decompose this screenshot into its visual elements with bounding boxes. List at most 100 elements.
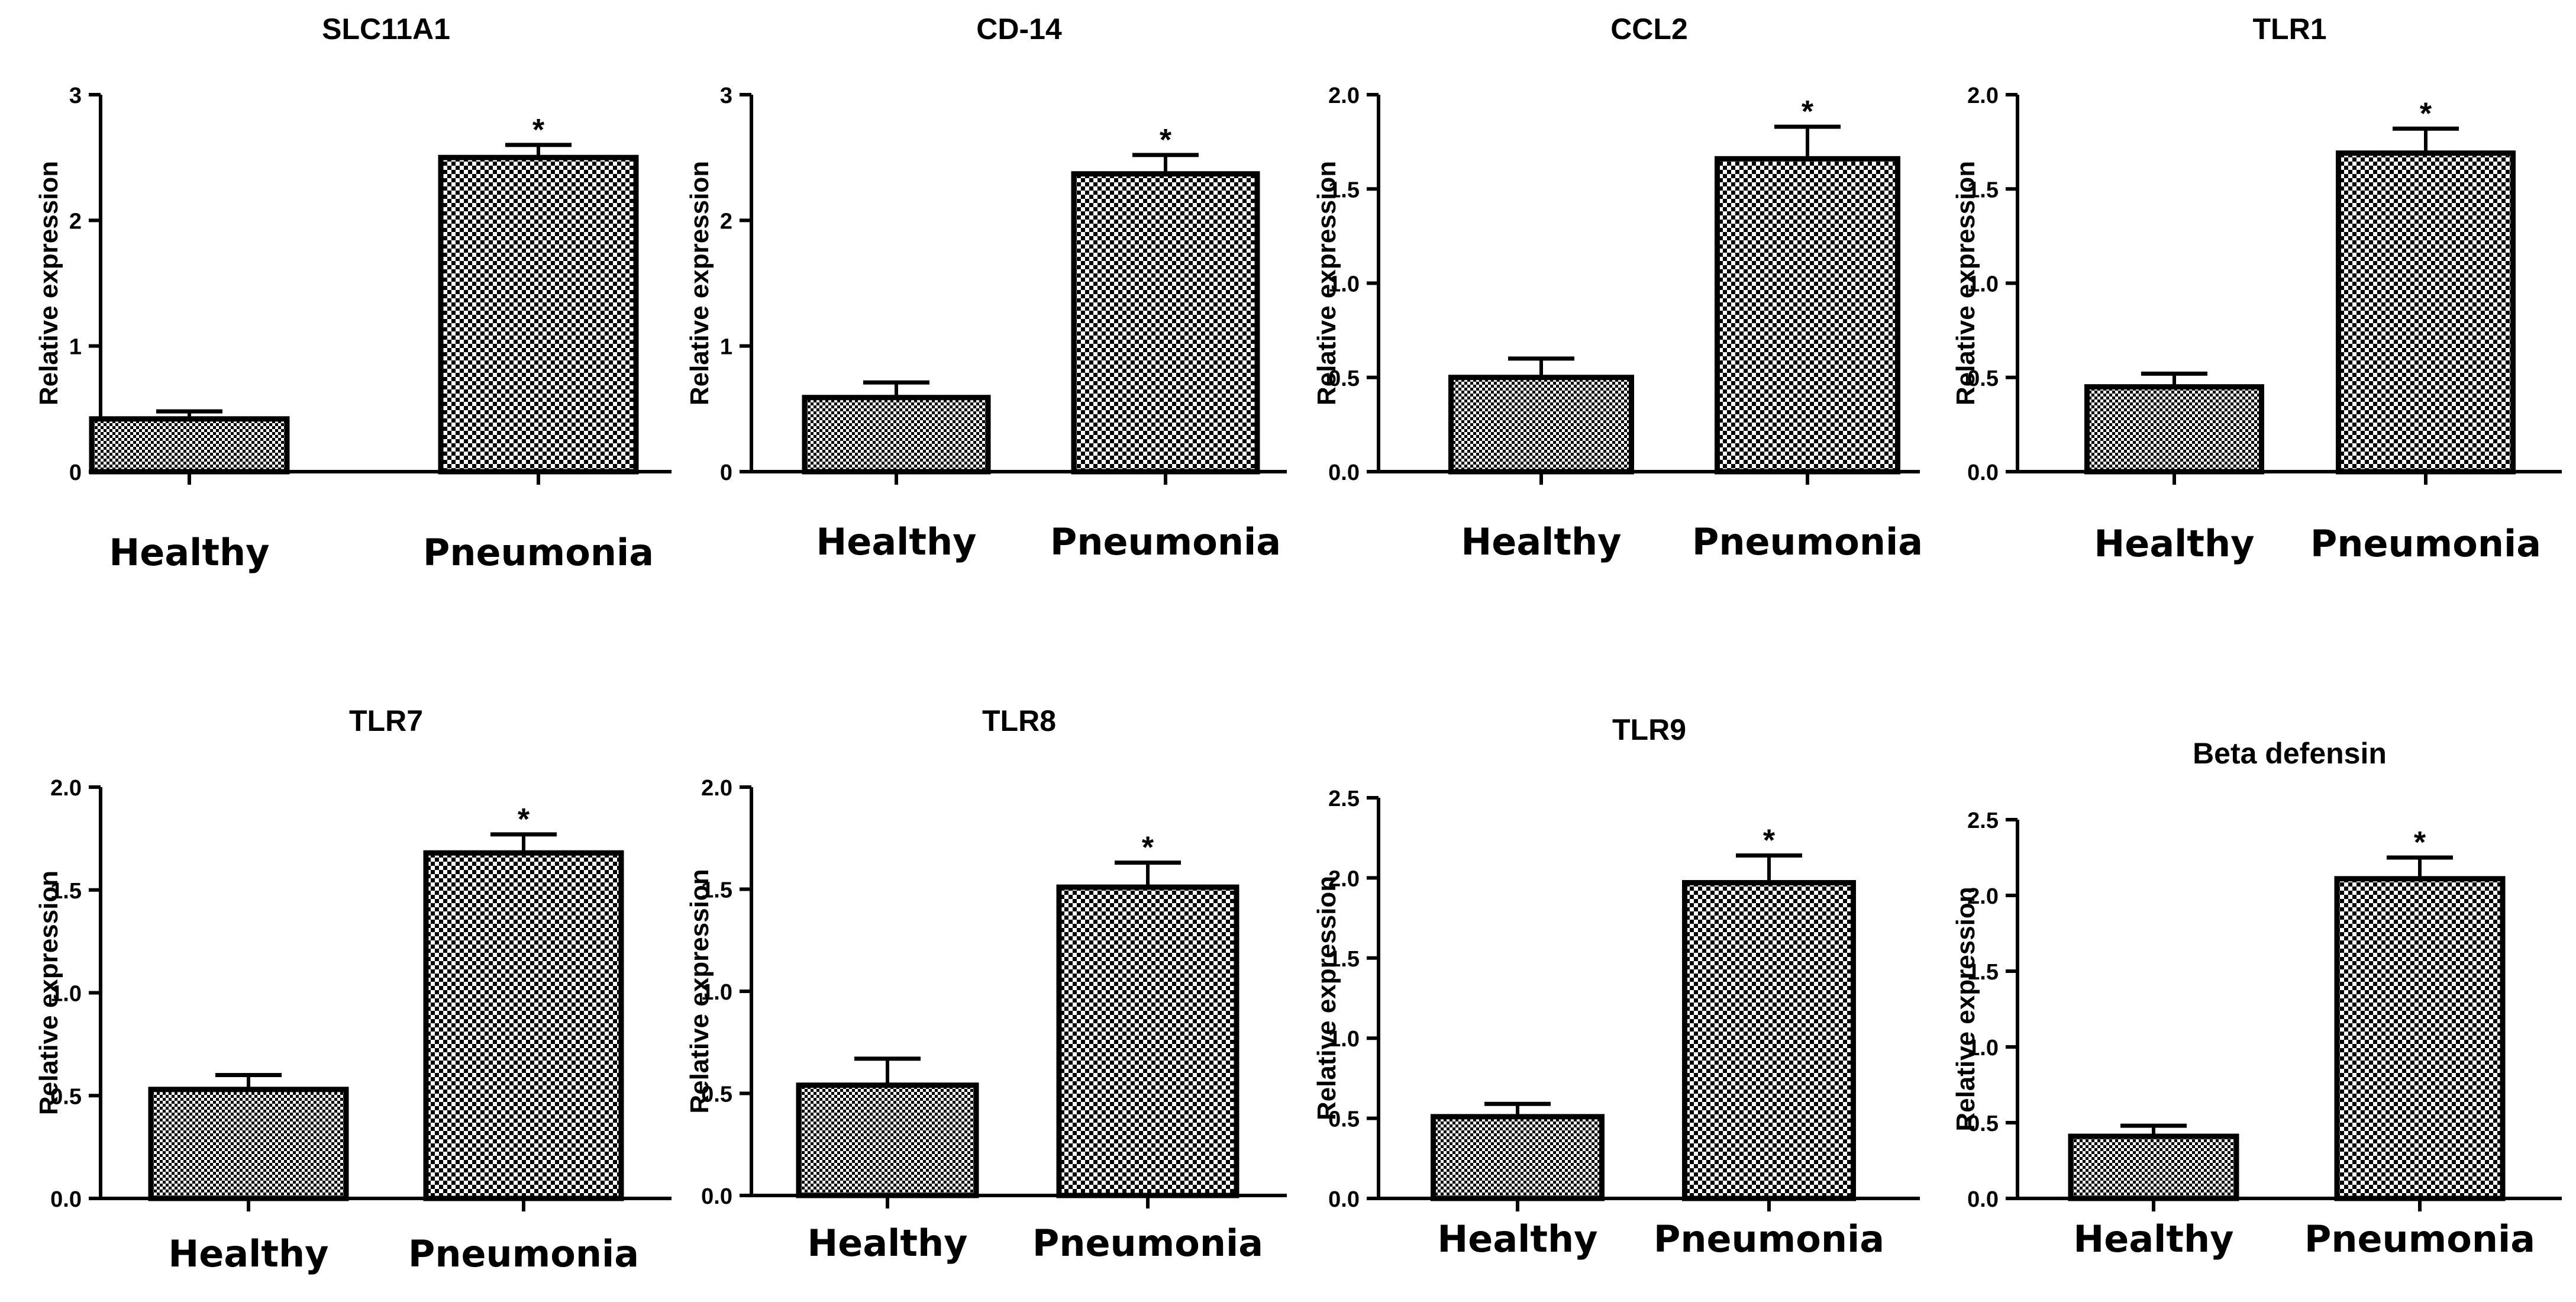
bar-pneumonia	[1715, 156, 1900, 475]
chart-panel: TLR1 Relative expression 0.0 0.5 1.0 1.5 2.0 He…	[1951, 12, 2562, 565]
y-tick-label: 1.5	[1967, 178, 1999, 202]
chart-title: TLR9	[1612, 713, 1686, 746]
y-tick-label: 1.5	[701, 878, 732, 903]
y-tick-label: 2	[69, 209, 82, 234]
significance-marker: *	[1142, 831, 1154, 865]
y-tick-label: 1.5	[1328, 178, 1360, 202]
bar-healthy	[2084, 384, 2264, 475]
bar-healthy	[89, 416, 290, 475]
y-tick-label: 0.5	[1328, 366, 1360, 391]
chart-panel: CD-14 Relative expression 0 1 2 3 Healthy Pneum…	[685, 12, 1287, 563]
significance-marker: *	[1763, 823, 1776, 858]
category-label: Healthy	[109, 531, 269, 574]
y-axis-label: Relative expression	[1951, 161, 1980, 405]
y-tick-label: 0.0	[1328, 1187, 1360, 1212]
chart-title: TLR7	[349, 704, 423, 737]
y-axis-label: Relative expression	[34, 161, 63, 405]
y-tick-label: 1.0	[701, 980, 732, 1005]
y-tick-label: 0	[720, 460, 732, 485]
category-label: Healthy	[807, 1222, 967, 1265]
y-tick-label: 1.5	[50, 879, 82, 904]
category-label: Pneumonia	[2304, 1217, 2535, 1261]
y-tick-label: 1.0	[1328, 272, 1360, 297]
y-axis-label: Relative expression	[1312, 876, 1341, 1120]
y-tick-label: 2.5	[1967, 808, 1999, 833]
chart-title: Beta defensin	[2193, 737, 2387, 770]
bar-pneumonia	[1071, 171, 1260, 475]
y-tick-label: 1.0	[50, 982, 82, 1007]
y-axis-label: Relative expression	[1951, 887, 1980, 1131]
significance-marker: *	[1160, 123, 1172, 157]
y-tick-label: 1.0	[1328, 1027, 1360, 1052]
y-axis-label: Relative expression	[685, 869, 714, 1113]
category-label: Pneumonia	[408, 1232, 639, 1275]
chart-panel: TLR8 Relative expression 0.0 0.5 1.0 1.5 2.0 He…	[685, 704, 1287, 1265]
category-label: Pneumonia	[1692, 520, 1923, 563]
bar-pneumonia	[423, 850, 624, 1201]
y-tick-label: 1.0	[1967, 272, 1999, 297]
y-tick-label: 2.0	[50, 776, 82, 801]
category-label: Pneumonia	[1032, 1222, 1263, 1265]
category-label: Pneumonia	[423, 531, 654, 574]
bar-healthy	[1431, 1114, 1605, 1201]
category-label: Pneumonia	[1654, 1217, 1884, 1261]
bar-healthy	[802, 395, 991, 475]
bar-healthy	[2068, 1133, 2239, 1201]
y-axis-label: Relative expression	[685, 161, 714, 405]
category-label: Healthy	[816, 520, 976, 563]
y-tick-label: 2.5	[1328, 787, 1360, 811]
y-tick-label: 1	[720, 335, 732, 360]
y-tick-label: 0.0	[701, 1184, 732, 1209]
significance-marker: *	[518, 803, 530, 837]
category-label: Pneumonia	[1050, 520, 1281, 563]
bar-healthy	[148, 1087, 349, 1201]
chart-panel: Beta defensin Relative expression 0.0 0.5 1.…	[1951, 737, 2562, 1261]
significance-marker: *	[1802, 95, 1814, 129]
chart-panel: CCL2 Relative expression 0.0 0.5 1.0 1.5 2.0 He…	[1312, 12, 1923, 563]
bar-pneumonia	[438, 154, 639, 475]
bar-pneumonia	[1682, 880, 1856, 1201]
y-tick-label: 0.0	[50, 1187, 82, 1212]
y-tick-label: 0.0	[1328, 460, 1360, 485]
y-tick-label: 1.5	[1967, 960, 1999, 985]
significance-marker: *	[532, 113, 545, 147]
y-tick-label: 3	[69, 83, 82, 108]
category-label: Healthy	[1461, 520, 1621, 563]
y-axis-label: Relative expression	[1312, 161, 1341, 405]
y-tick-label: 3	[720, 83, 732, 108]
bar-pneumonia	[2336, 150, 2516, 475]
y-tick-label: 2.0	[1328, 83, 1360, 108]
category-label: Healthy	[168, 1232, 328, 1275]
y-tick-label: 0.5	[1967, 366, 1999, 391]
y-tick-label: 0.0	[1967, 460, 1999, 485]
significance-marker: *	[2414, 826, 2426, 860]
y-tick-label: 2.0	[1967, 83, 1999, 108]
chart-title: CCL2	[1610, 12, 1688, 46]
y-tick-label: 0.0	[1967, 1187, 1999, 1212]
category-label: Healthy	[2094, 522, 2254, 565]
significance-marker: *	[2420, 96, 2432, 131]
chart-title: TLR1	[2253, 12, 2327, 46]
y-tick-label: 1.0	[1967, 1036, 1999, 1061]
y-tick-label: 0	[69, 460, 82, 485]
y-tick-label: 0.5	[1967, 1111, 1999, 1136]
y-tick-label: 0.5	[701, 1082, 732, 1107]
chart-title: SLC11A1	[322, 12, 450, 46]
chart-panel: TLR9 Relative expression 0.0 0.5 1.0 1.5 2.0 2.…	[1312, 713, 1920, 1261]
y-tick-label: 1	[69, 335, 82, 360]
bar-healthy	[796, 1082, 979, 1198]
y-tick-label: 2.0	[701, 776, 732, 801]
chart-title: TLR8	[982, 704, 1056, 737]
y-tick-label: 0.5	[1328, 1107, 1360, 1132]
y-tick-label: 0.5	[50, 1084, 82, 1109]
chart-panel: TLR7 Relative expression 0.0 0.5 1.0 1.5 2.0 He…	[34, 704, 672, 1275]
bar-pneumonia	[1056, 884, 1239, 1198]
chart-title: CD-14	[976, 12, 1062, 46]
chart-panel: SLC11A1 Relative expression 0 1 2 3 Healthy Pne…	[34, 12, 672, 574]
bar-healthy	[1448, 375, 1634, 475]
category-label: Healthy	[1437, 1217, 1597, 1261]
y-axis-label: Relative expression	[34, 871, 63, 1115]
bar-pneumonia	[2334, 876, 2506, 1201]
y-tick-label: 2.0	[1328, 866, 1360, 891]
